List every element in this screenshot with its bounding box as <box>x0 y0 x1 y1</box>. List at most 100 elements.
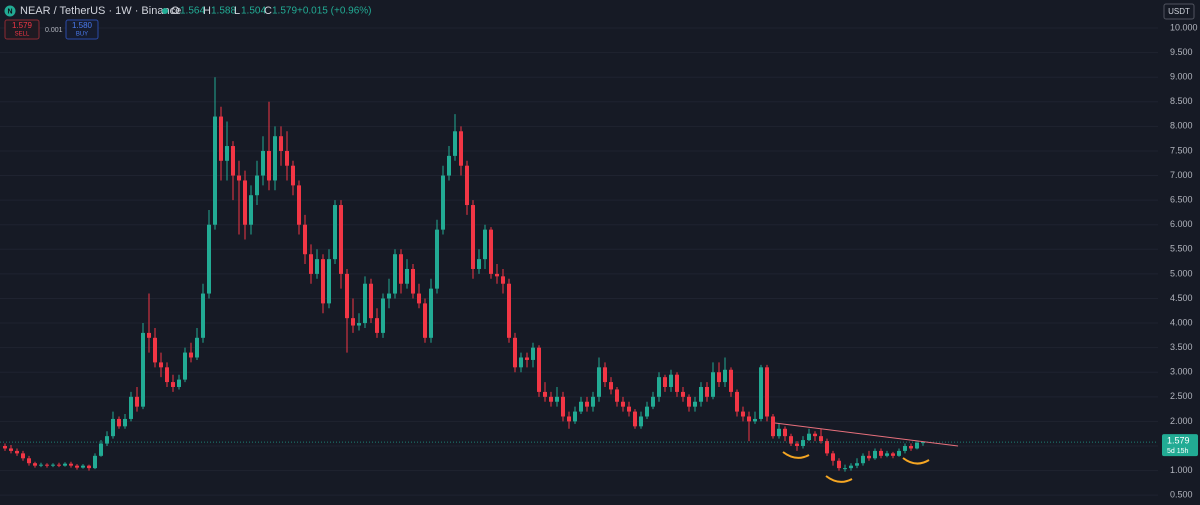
candle-body <box>825 441 829 454</box>
candle-body <box>525 357 529 360</box>
candle-body <box>531 347 535 360</box>
candle-body <box>687 396 691 407</box>
candle-body <box>555 396 559 402</box>
candle-body <box>561 396 565 417</box>
candle-body <box>411 268 415 294</box>
candle-body <box>681 391 685 397</box>
candle-body <box>357 323 361 326</box>
candle-body <box>591 396 595 407</box>
candle-body <box>117 418 121 427</box>
candle-body <box>651 396 655 407</box>
ohlc-label: C <box>264 5 272 17</box>
price-axis: 0.5001.0001.5002.0002.5003.0003.5004.000… <box>1162 22 1198 500</box>
candle-body <box>207 224 211 294</box>
candle-body <box>495 273 499 277</box>
candle-body <box>339 205 343 274</box>
symbol-icon-letter: N <box>8 8 13 15</box>
candle-body <box>507 283 511 338</box>
arc-marker <box>825 475 853 483</box>
y-tick-label: 10.000 <box>1170 22 1198 32</box>
candle-body <box>501 276 505 284</box>
candle-body <box>741 411 745 417</box>
candle-body <box>153 337 157 363</box>
candle-body <box>303 224 307 255</box>
candle-body <box>417 293 421 304</box>
candle-body <box>27 458 31 464</box>
candle-body <box>189 352 193 358</box>
candle-body <box>75 465 79 468</box>
candle-body <box>693 401 697 407</box>
y-tick-label: 6.500 <box>1170 195 1193 205</box>
candle-body <box>171 382 175 387</box>
buy-button[interactable] <box>65 19 99 40</box>
candle-body <box>285 150 289 166</box>
candle-body <box>465 165 469 206</box>
trend-line <box>774 422 959 447</box>
candle-body <box>489 229 493 274</box>
sell-button[interactable] <box>4 19 40 40</box>
candle-body <box>807 433 811 441</box>
candle-body <box>477 259 481 269</box>
y-tick-label: 5.000 <box>1170 268 1193 278</box>
candle-body <box>105 436 109 444</box>
candle-body <box>837 460 841 469</box>
candle-body <box>633 411 637 427</box>
candle-body <box>747 416 751 422</box>
arc-marker <box>902 457 930 465</box>
candle-body <box>729 369 733 392</box>
ohlc-value: 1.504 <box>241 6 266 17</box>
candle-body <box>627 406 631 412</box>
candles <box>0 77 1158 472</box>
symbol-title[interactable]: NEAR / TetherUS · 1W · Binance <box>20 5 181 17</box>
candle-body <box>3 445 7 449</box>
candle-body <box>621 401 625 407</box>
candle-body <box>441 175 445 230</box>
candle-body <box>567 416 571 422</box>
candle-body <box>585 401 589 407</box>
candle-body <box>843 468 847 470</box>
buy-label: BUY <box>76 32 88 38</box>
candle-body <box>333 205 337 260</box>
candle-body <box>597 367 601 397</box>
y-tick-label: 2.000 <box>1170 416 1193 426</box>
candle-body <box>471 205 475 269</box>
candle-body <box>519 357 523 368</box>
candle-body <box>705 386 709 397</box>
candle-body <box>261 150 265 176</box>
candle-body <box>345 273 349 319</box>
candle-body <box>813 433 817 437</box>
candle-body <box>135 396 139 407</box>
candle-body <box>483 229 487 260</box>
candle-body <box>291 165 295 186</box>
candle-body <box>39 464 43 466</box>
candle-body <box>81 465 85 468</box>
candle-body <box>15 450 19 454</box>
candle-body <box>327 259 331 304</box>
countdown: 5d 15h <box>1167 448 1189 455</box>
candle-body <box>165 367 169 383</box>
candle-body <box>363 283 367 324</box>
ohlc-label: H <box>203 5 211 17</box>
candle-body <box>663 377 667 387</box>
y-tick-label: 9.500 <box>1170 47 1193 57</box>
candle-body <box>369 283 373 319</box>
candle-body <box>63 463 67 466</box>
candle-body <box>861 455 865 464</box>
candle-body <box>309 254 313 274</box>
candle-body <box>33 463 37 466</box>
candle-body <box>537 347 541 392</box>
candle-body <box>147 332 151 338</box>
candle-body <box>123 418 127 427</box>
candle-body <box>513 337 517 368</box>
y-tick-label: 8.000 <box>1170 121 1193 131</box>
candle-body <box>45 464 49 466</box>
candle-body <box>243 180 247 225</box>
candle-body <box>675 374 679 392</box>
candle-body <box>219 116 223 161</box>
candle-body <box>867 455 871 459</box>
currency-button[interactable] <box>1163 3 1195 20</box>
y-tick-label: 1.000 <box>1170 465 1193 475</box>
candle-body <box>231 146 235 176</box>
